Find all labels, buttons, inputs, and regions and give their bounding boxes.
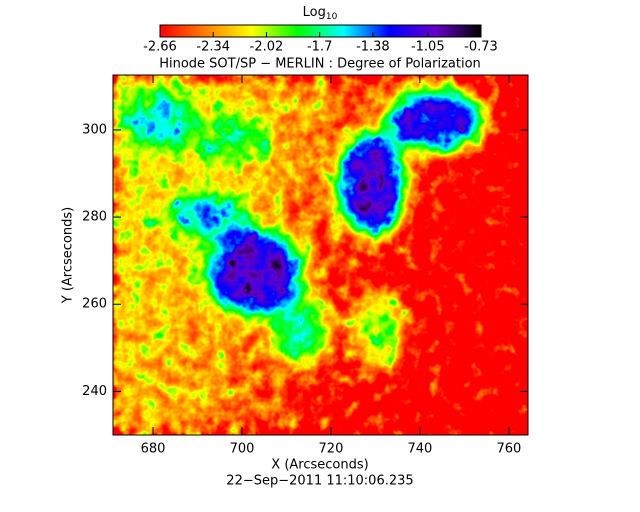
colorbar-tick-label: -2.02 <box>250 40 284 55</box>
colorbar-tick-label: -2.66 <box>143 40 177 55</box>
y-tick-label: 280 <box>82 210 107 225</box>
x-axis-label: X (Arcseconds) <box>271 458 368 473</box>
x-tick-label: 740 <box>407 442 432 457</box>
x-tick-label: 680 <box>141 442 166 457</box>
x-tick-label: 720 <box>319 442 344 457</box>
x-tick-label: 760 <box>496 442 521 457</box>
colorbar-tick-label: -0.73 <box>464 40 498 55</box>
x-tick-label: 700 <box>230 442 255 457</box>
colorbar-tick-label: -1.05 <box>411 40 445 55</box>
y-tick-label: 240 <box>82 384 107 399</box>
y-tick-label: 260 <box>82 297 107 312</box>
y-axis-label: Y (Arcseconds) <box>61 207 76 304</box>
y-tick-label: 300 <box>82 122 107 137</box>
plot-frame <box>112 74 529 436</box>
colorbar-tick-label: -1.38 <box>356 40 390 55</box>
footer-date: 22−Sep−2011 11:10:06.235 <box>226 474 413 489</box>
colorbar <box>159 24 482 38</box>
colorbar-label: Log10 <box>303 5 338 22</box>
colorbar-tick-label: -2.34 <box>196 40 230 55</box>
colorbar-tick-label: -1.7 <box>307 40 332 55</box>
solar-map <box>113 75 528 435</box>
chart-title: Hinode SOT/SP − MERLIN : Degree of Polar… <box>159 57 481 72</box>
